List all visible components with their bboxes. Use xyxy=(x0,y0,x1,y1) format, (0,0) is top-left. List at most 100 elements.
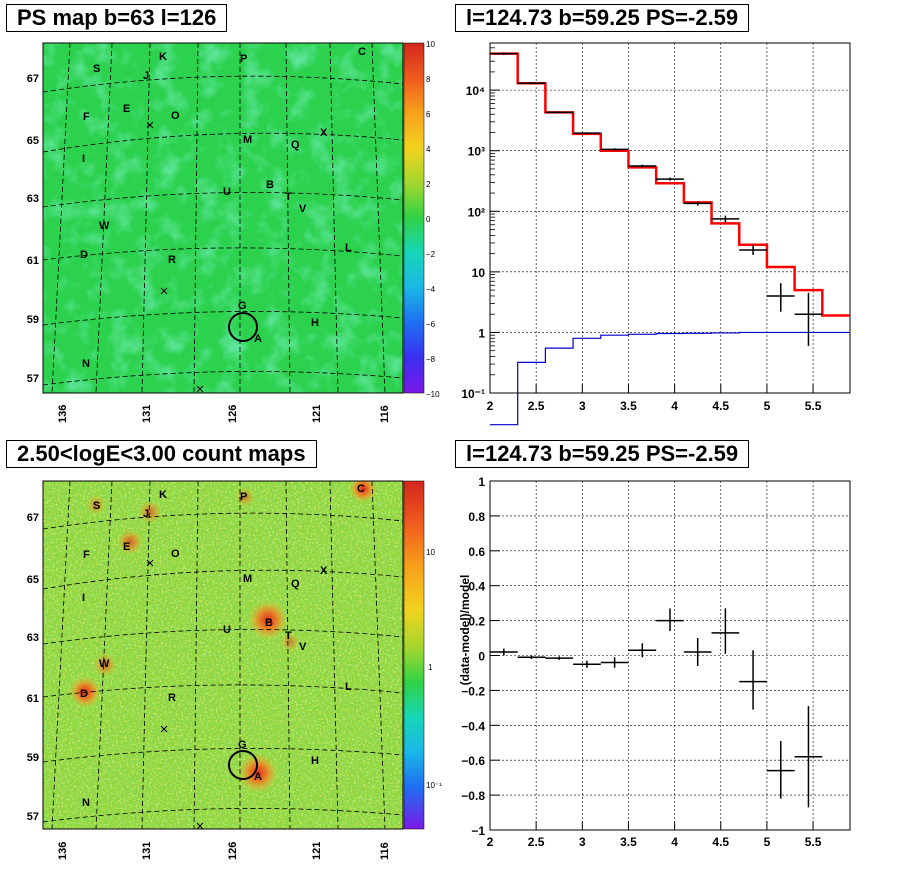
source-label-Q: Q xyxy=(291,139,300,151)
x-tick-136: 136 xyxy=(57,405,69,423)
count-source-label-B: B xyxy=(265,617,273,629)
count-x-tick-136: 136 xyxy=(57,842,69,860)
count-source-label-Q: Q xyxy=(291,578,300,590)
source-label-X: X xyxy=(320,127,328,139)
count-source-label-U: U xyxy=(223,624,231,636)
count-source-label-O: O xyxy=(171,548,180,560)
svg-text:10: 10 xyxy=(426,548,435,557)
count-source-label-F: F xyxy=(83,549,90,561)
count-map-plot: S K J P C E O F X M Q I B U T V W D L R … xyxy=(27,480,442,860)
residual-y-tick-label: 0.8 xyxy=(468,510,485,524)
spectrum-y-tick-label: 1 xyxy=(478,326,485,340)
count-source-label-E: E xyxy=(123,541,130,553)
source-label-D: D xyxy=(80,249,88,261)
spectrum-frame xyxy=(489,42,851,394)
residual-y-tick-label: 0.2 xyxy=(468,615,485,629)
y-tick-63: 63 xyxy=(27,193,39,205)
count-colorbar-ticks: 10 1 10⁻¹ xyxy=(426,548,442,790)
spectrum-x-tick-label: 5 xyxy=(764,399,771,413)
ps-map-panel: S K J P C E O F X M Q I B U T V W D L R … xyxy=(0,0,449,437)
count-x-tick-labels: 136 131 126 121 116 xyxy=(57,842,391,860)
spectrum-x-tick-label: 4 xyxy=(671,399,678,413)
count-source-label-C: C xyxy=(357,483,365,495)
count-source-label-V: V xyxy=(299,641,307,653)
svg-text:−2: −2 xyxy=(426,250,436,259)
residual-y-tick-label: −0.4 xyxy=(461,719,485,733)
ps-colorbar-ticks: 10 8 6 4 2 0 −2 −4 −6 −8 −10 xyxy=(426,40,440,399)
spectrum-tick-labels: 2 2.5 3 3.5 4 4.5 5 5.5 10⁻¹ 1 10 10² 10³ 10⁴ xyxy=(461,84,821,413)
count-source-label-R: R xyxy=(168,692,176,704)
source-label-K: K xyxy=(159,51,167,63)
residual-x-tick-label: 5.5 xyxy=(805,835,822,849)
count-y-tick-65: 65 xyxy=(27,574,39,586)
svg-text:8: 8 xyxy=(426,75,431,84)
spectrum-x-tick-label: 2.5 xyxy=(528,399,545,413)
svg-text:−4: −4 xyxy=(426,285,436,294)
x-tick-116: 116 xyxy=(379,405,391,423)
source-label-J: J xyxy=(143,70,149,82)
residual-tick-labels: 2 2.5 3 3.5 4 4.5 5 5.5 −1 −0.8 −0.6 −0.4 −0.2 0 0.2 0.… xyxy=(461,475,821,849)
count-x-tick-121: 121 xyxy=(311,842,323,860)
x-markers xyxy=(146,121,204,393)
residual-x-tick-label: 4.5 xyxy=(712,835,729,849)
count-source-label-W: W xyxy=(99,658,110,670)
source-labels: S K J P C E O F X M Q I B U T V W D L R … xyxy=(80,46,366,370)
count-y-tick-61: 61 xyxy=(27,693,39,705)
spectrum-marks xyxy=(490,52,850,426)
residual-plot: 2 2.5 3 3.5 4 4.5 5 5.5 −1 −0.8 −0.6 −0.4 −0.2 0 0.2 0.… xyxy=(458,475,851,849)
count-map-panel: S K J P C E O F X M Q I B U T V W D L R … xyxy=(0,437,449,875)
svg-text:2: 2 xyxy=(426,180,431,189)
spectrum-x-tick-label: 3 xyxy=(579,399,586,413)
count-x-tick-126: 126 xyxy=(227,842,239,860)
spectrum-y-tick-label: 10⁻¹ xyxy=(461,387,485,401)
source-label-F: F xyxy=(83,111,90,123)
count-source-label-J: J xyxy=(143,508,149,520)
count-y-tick-57: 57 xyxy=(27,811,39,823)
count-y-tick-labels: 67 65 63 61 59 57 xyxy=(27,512,39,823)
source-label-O: O xyxy=(171,110,180,122)
spectrum-plot: 2 2.5 3 3.5 4 4.5 5 5.5 10⁻¹ 1 10 10² 10³ 10⁴ xyxy=(461,42,851,426)
source-label-C: C xyxy=(358,46,366,58)
coordinate-grid-count xyxy=(43,481,403,829)
spectrum-y-tick-label: 10³ xyxy=(468,145,485,159)
y-tick-65: 65 xyxy=(27,135,39,147)
count-source-label-L: L xyxy=(345,681,352,693)
source-label-E: E xyxy=(123,103,130,115)
x-tick-labels: 136 131 126 121 116 xyxy=(57,405,391,423)
count-source-label-X: X xyxy=(320,565,328,577)
spectrum-y-tick-label: 10⁴ xyxy=(466,84,485,98)
source-label-T: T xyxy=(285,191,292,203)
x-tick-131: 131 xyxy=(141,405,153,423)
source-label-H: H xyxy=(311,317,319,329)
residual-title: l=124.73 b=59.25 PS=-2.59 xyxy=(455,440,750,468)
residual-x-tick-label: 3 xyxy=(579,835,586,849)
y-tick-labels: 67 65 63 61 59 57 xyxy=(27,73,39,385)
svg-text:10⁻¹: 10⁻¹ xyxy=(426,781,442,790)
source-labels-count: S K J P C E O F X M Q I B U T V W D L R … xyxy=(80,483,365,809)
count-source-label-N: N xyxy=(82,797,90,809)
residual-x-tick-label: 3.5 xyxy=(620,835,637,849)
ps-map-plot: S K J P C E O F X M Q I B U T V W D L R … xyxy=(27,40,440,423)
residual-y-tick-label: 0.6 xyxy=(468,545,485,559)
count-source-label-S: S xyxy=(93,500,100,512)
source-label-W: W xyxy=(99,220,110,232)
spectrum-y-tick-label: 10² xyxy=(468,205,485,219)
y-tick-57: 57 xyxy=(27,373,39,385)
count-y-tick-67: 67 xyxy=(27,512,39,524)
residual-panel: 2 2.5 3 3.5 4 4.5 5 5.5 −1 −0.8 −0.6 −0.4 −0.2 0 0.2 0.… xyxy=(449,437,898,875)
source-label-U: U xyxy=(223,186,231,198)
count-source-label-T: T xyxy=(285,630,292,642)
x-markers-count xyxy=(146,559,204,830)
residual-x-tick-label: 2.5 xyxy=(528,835,545,849)
source-label-B: B xyxy=(266,179,274,191)
svg-text:1: 1 xyxy=(428,663,433,672)
count-source-label-I: I xyxy=(82,592,85,604)
svg-text:10: 10 xyxy=(426,40,435,49)
ps-colorbar xyxy=(403,42,425,394)
svg-text:−6: −6 xyxy=(426,320,436,329)
count-x-tick-116: 116 xyxy=(379,842,391,860)
target-circle xyxy=(228,312,258,342)
count-source-label-P: P xyxy=(240,491,247,503)
count-y-tick-59: 59 xyxy=(27,752,39,764)
residual-x-tick-label: 4 xyxy=(671,835,678,849)
